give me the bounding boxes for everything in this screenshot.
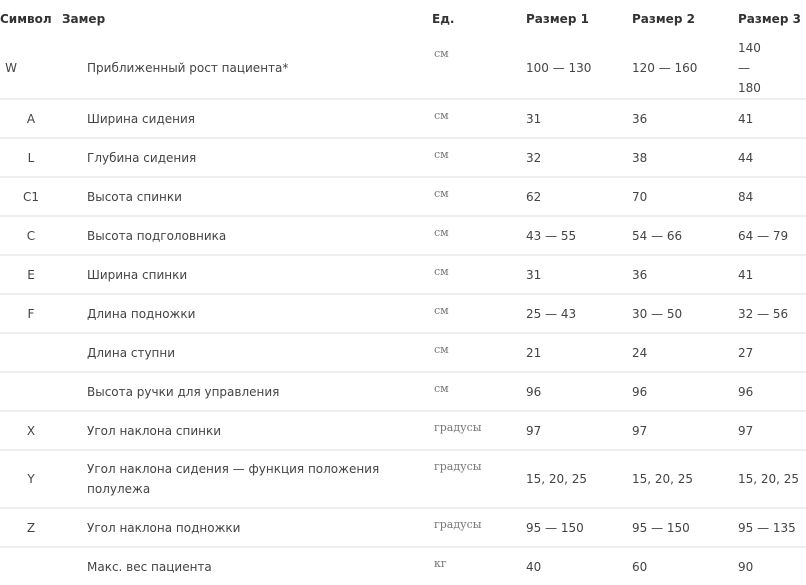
row-size-1: 62 [526,176,632,216]
row-measure: Приближенный рост пациента* [87,61,289,75]
row-size-1: 32 [526,137,632,177]
row-size-3: 64 — 79 [738,215,806,255]
row-unit: см [432,254,526,294]
row-unit: см [432,332,526,372]
row-size-1: 43 — 55 [526,215,632,255]
row-unit: см [432,371,526,411]
row-size-1: 15, 20, 25 [526,449,632,508]
header-size-1: Размер 1 [526,12,589,26]
table-row: Макс. вес пациента кг 40 60 90 [0,546,806,585]
row-unit: см [434,47,449,60]
row-size-1: 100 — 130 [526,61,592,75]
row-size-3: 96 [738,371,806,411]
row-measure: Длина подножки [62,293,432,333]
table-row: C1 Высота спинки см 62 70 84 [0,176,806,216]
table-row: F Длина подножки см 25 — 43 30 — 50 32 — 56 [0,293,806,333]
row-symbol [0,546,62,585]
table-row: X Угол наклона спинки градусы 97 97 97 [0,410,806,450]
row-size-3: 41 [738,98,806,138]
row-size-2: 70 [632,176,738,216]
row-size-2: 60 [632,546,738,585]
row-unit: см [432,176,526,216]
row-unit: градусы [432,410,526,450]
table-row: Z Угол наклона подножки градусы 95 — 150 95 … [0,507,806,547]
row-measure: Длина ступни [62,332,432,372]
row-symbol [0,371,62,411]
row-symbol: Z [0,507,62,547]
row-measure: Ширина сидения [62,98,432,138]
row-unit: кг [432,546,526,585]
row-unit: см [432,215,526,255]
header-size-2: Размер 2 [632,12,695,26]
header-row: Символ Замер Ед. Размер 1 Размер 2 Разме… [0,0,806,38]
row-measure: Высота ручки для управления [62,371,432,411]
row-size-2: 38 [632,137,738,177]
row-size-2: 120 — 160 [632,61,698,75]
row-measure: Высота спинки [62,176,432,216]
row-size-2: 30 — 50 [632,293,738,333]
table-row: C Высота подголовника см 43 — 55 54 — 66 64 —… [0,215,806,255]
header-symbol: Символ [0,12,52,26]
row-symbol [0,332,62,372]
row-size-3: 84 [738,176,806,216]
row-size-2: 96 [632,371,738,411]
row-measure: Ширина спинки [62,254,432,294]
row-measure: Угол наклона подножки [62,507,432,547]
row-size-3: 44 [738,137,806,177]
row-size-2: 15, 20, 25 [632,449,738,508]
row-symbol: Y [0,449,62,508]
row-size-3: 97 [738,410,806,450]
header-size-3: Размер 3 [738,12,801,26]
table-row: W Приближенный рост пациента* см 100 — 130 1… [0,38,806,99]
table-row: Длина ступни см 21 24 27 [0,332,806,372]
row-size-1: 31 [526,98,632,138]
row-size-3: 90 [738,546,806,585]
row-size-3: 140 — 180 [738,41,761,95]
row-size-1: 25 — 43 [526,293,632,333]
row-unit: см [432,293,526,333]
row-measure: Глубина сидения [62,137,432,177]
row-size-2: 95 — 150 [632,507,738,547]
row-symbol: E [0,254,62,294]
header-measure: Замер [62,12,106,26]
header-unit: Ед. [432,12,455,26]
row-measure: Угол наклона сидения — функция положения… [62,449,432,508]
table-row: A Ширина сидения см 31 36 41 [0,98,806,138]
row-unit: градусы [432,507,526,547]
row-size-2: 24 [632,332,738,372]
row-unit: см [432,137,526,177]
row-symbol: W [5,61,17,75]
row-measure: Высота подголовника [62,215,432,255]
row-size-1: 21 [526,332,632,372]
row-size-3: 95 — 135 [738,507,806,547]
table-row: Y Угол наклона сидения — функция положени… [0,449,806,508]
row-symbol: X [0,410,62,450]
row-unit: градусы [432,449,526,508]
row-unit: см [432,98,526,138]
table-row: Высота ручки для управления см 96 96 96 [0,371,806,411]
table-row: E Ширина спинки см 31 36 41 [0,254,806,294]
table-row: L Глубина сидения см 32 38 44 [0,137,806,177]
row-size-1: 95 — 150 [526,507,632,547]
row-symbol: C1 [0,176,62,216]
row-size-3: 32 — 56 [738,293,806,333]
row-size-1: 96 [526,371,632,411]
row-size-2: 97 [632,410,738,450]
row-size-2: 36 [632,98,738,138]
row-measure: Макс. вес пациента [62,546,432,585]
row-size-3: 15, 20, 25 [738,449,806,508]
row-symbol: F [0,293,62,333]
row-size-1: 40 [526,546,632,585]
row-size-2: 54 — 66 [632,215,738,255]
row-symbol: A [0,98,62,138]
row-size-1: 31 [526,254,632,294]
row-size-1: 97 [526,410,632,450]
row-size-3: 41 [738,254,806,294]
row-symbol: L [0,137,62,177]
row-size-2: 36 [632,254,738,294]
row-size-3: 27 [738,332,806,372]
row-symbol: C [0,215,62,255]
row-measure: Угол наклона спинки [62,410,432,450]
